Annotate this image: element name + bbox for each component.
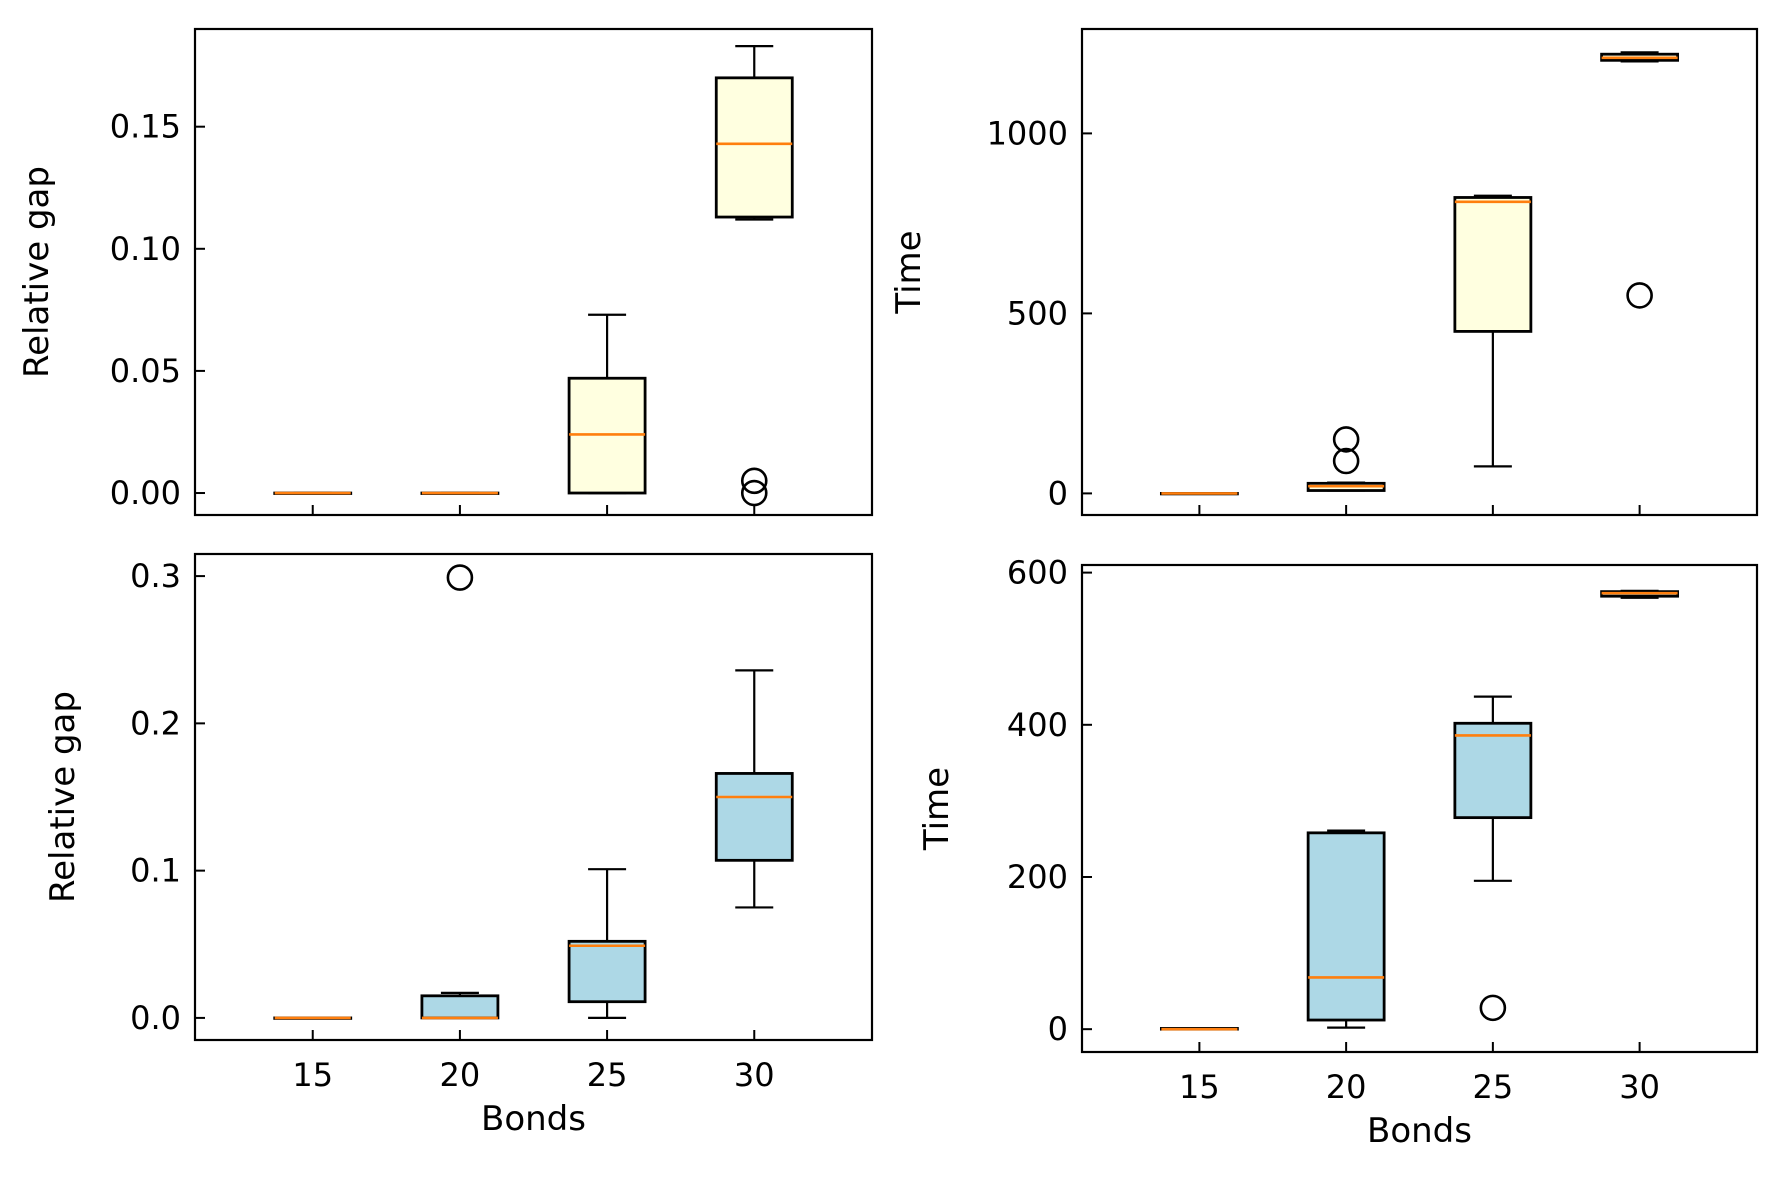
x-tick-label: 15 (1179, 1068, 1220, 1106)
box-25 (567, 868, 647, 1020)
box-30 (1600, 51, 1680, 309)
axes-frame (1080, 563, 1759, 1054)
x-tick-label: 25 (1473, 1068, 1514, 1106)
x-tick-label: 30 (1619, 1068, 1660, 1106)
box-25 (1453, 194, 1533, 468)
y-tick-label: 0.1 (130, 852, 181, 890)
box-body (420, 994, 500, 1020)
box-body (1306, 831, 1386, 1022)
x-tick-label: 25 (587, 1056, 628, 1094)
outlier-point (1479, 994, 1507, 1022)
panel-bottom-left: 0.0 0.1 0.2 0.3 15 20 25 30 Relative gap Bonds (43, 552, 874, 1139)
panel-top-right: 0 500 1000 Time (889, 27, 1759, 517)
x-tick-label: 20 (440, 1056, 481, 1094)
box-body (1453, 196, 1533, 333)
box-body (567, 939, 647, 1004)
box-15 (1159, 1027, 1239, 1031)
box-30 (1600, 589, 1680, 599)
outlier-point (740, 479, 768, 507)
box-25 (1453, 695, 1533, 1022)
box-15 (273, 1016, 353, 1020)
y-tick-label: 0.3 (130, 557, 181, 595)
box-25 (567, 313, 647, 495)
y-tick-label: 0.10 (110, 230, 181, 268)
panel-bottom-right: 0 200 400 600 15 20 25 30 Time Bonds (917, 554, 1759, 1151)
box-20 (1306, 829, 1386, 1029)
box-body (714, 772, 794, 862)
outlier-point (1332, 447, 1360, 475)
box-15 (273, 491, 353, 495)
x-tick-label: 30 (734, 1056, 775, 1094)
box-body (714, 76, 794, 219)
box-20 (1306, 426, 1386, 492)
box-15 (1159, 491, 1239, 496)
y-tick-label: 0.0 (130, 999, 181, 1037)
y-tick-label: 0.05 (110, 352, 181, 390)
y-tick-label: 0 (1048, 1010, 1068, 1048)
x-axis-label: Bonds (1367, 1111, 1472, 1151)
panel-top-left: 0.00 0.05 0.10 0.15 Relative gap (17, 27, 874, 517)
outlier-point (740, 467, 768, 495)
y-tick-label: 0.2 (130, 704, 181, 742)
y-tick-label: 1000 (987, 114, 1068, 152)
axes-frame (193, 552, 874, 1042)
y-tick-label: 0.00 (110, 474, 181, 512)
y-tick-label: 200 (1007, 858, 1068, 896)
outlier-point (446, 564, 474, 591)
axes-frame (1080, 27, 1759, 517)
y-tick-label: 500 (1007, 294, 1068, 332)
y-axis-label: Relative gap (43, 691, 83, 903)
y-tick-label: 400 (1007, 706, 1068, 744)
axes-frame (193, 27, 874, 517)
y-axis-label: Time (917, 767, 957, 851)
x-tick-label: 15 (292, 1056, 333, 1094)
y-tick-label: 0 (1048, 474, 1068, 512)
box-20 (420, 491, 500, 495)
box-30 (714, 44, 794, 507)
outlier-point (1626, 282, 1653, 309)
x-tick-label: 20 (1326, 1068, 1367, 1106)
box-30 (714, 669, 794, 909)
x-axis-label: Bonds (481, 1099, 586, 1139)
y-tick-label: 600 (1007, 554, 1068, 592)
y-tick-label: 0.15 (110, 108, 181, 146)
y-axis-label: Time (889, 230, 929, 314)
y-axis-label: Relative gap (17, 166, 57, 378)
box-20 (420, 564, 500, 1020)
outlier-point (1332, 426, 1360, 453)
box-body (1453, 721, 1533, 820)
